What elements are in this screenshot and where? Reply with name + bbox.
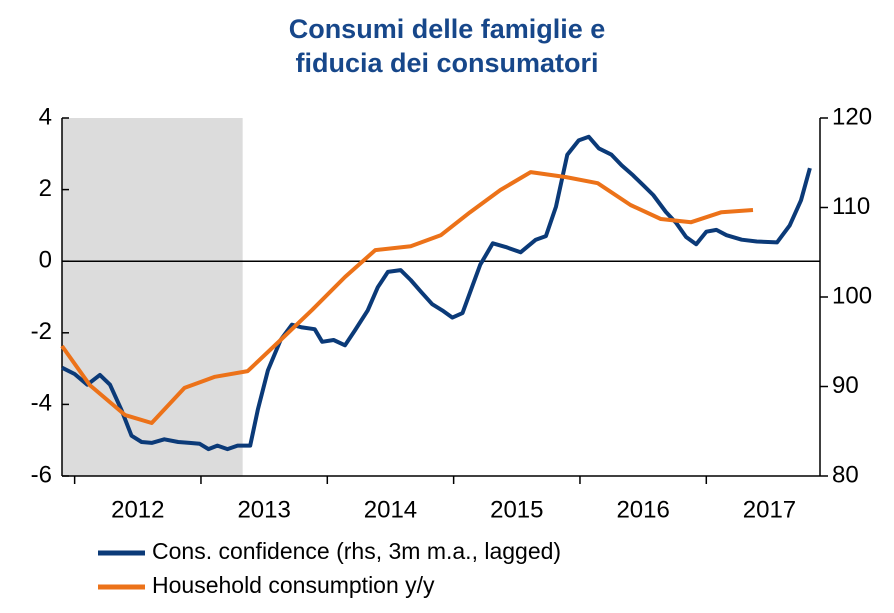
legend-label: Household consumption y/y: [152, 572, 435, 598]
y-tick-label: -2: [31, 318, 52, 345]
y-tick-label: 2: [39, 175, 52, 202]
x-tick-label: 2016: [616, 496, 669, 523]
y2-tick-label: 100: [832, 282, 872, 309]
chart-title: Consumi delle famiglie e: [289, 14, 606, 44]
y2-tick-label: 80: [832, 461, 859, 488]
series-line: [60, 170, 754, 425]
x-tick-label: 2012: [111, 496, 164, 523]
y2-tick-label: 90: [832, 372, 859, 399]
chart-title: fiducia dei consumatori: [295, 48, 598, 78]
y-tick-label: -6: [31, 461, 52, 488]
x-tick-label: 2013: [237, 496, 290, 523]
legend-label: Cons. confidence (rhs, 3m m.a., lagged): [152, 538, 561, 564]
x-tick-label: 2014: [364, 496, 417, 523]
y2-tick-label: 110: [832, 193, 870, 220]
y-tick-label: -4: [31, 390, 52, 417]
x-tick-label: 2017: [743, 496, 796, 523]
x-tick-label: 2015: [490, 496, 543, 523]
y2-tick-label: 120: [832, 103, 872, 130]
y-tick-label: 4: [39, 103, 52, 130]
y-tick-label: 0: [39, 247, 52, 274]
shaded-region: [62, 118, 243, 476]
